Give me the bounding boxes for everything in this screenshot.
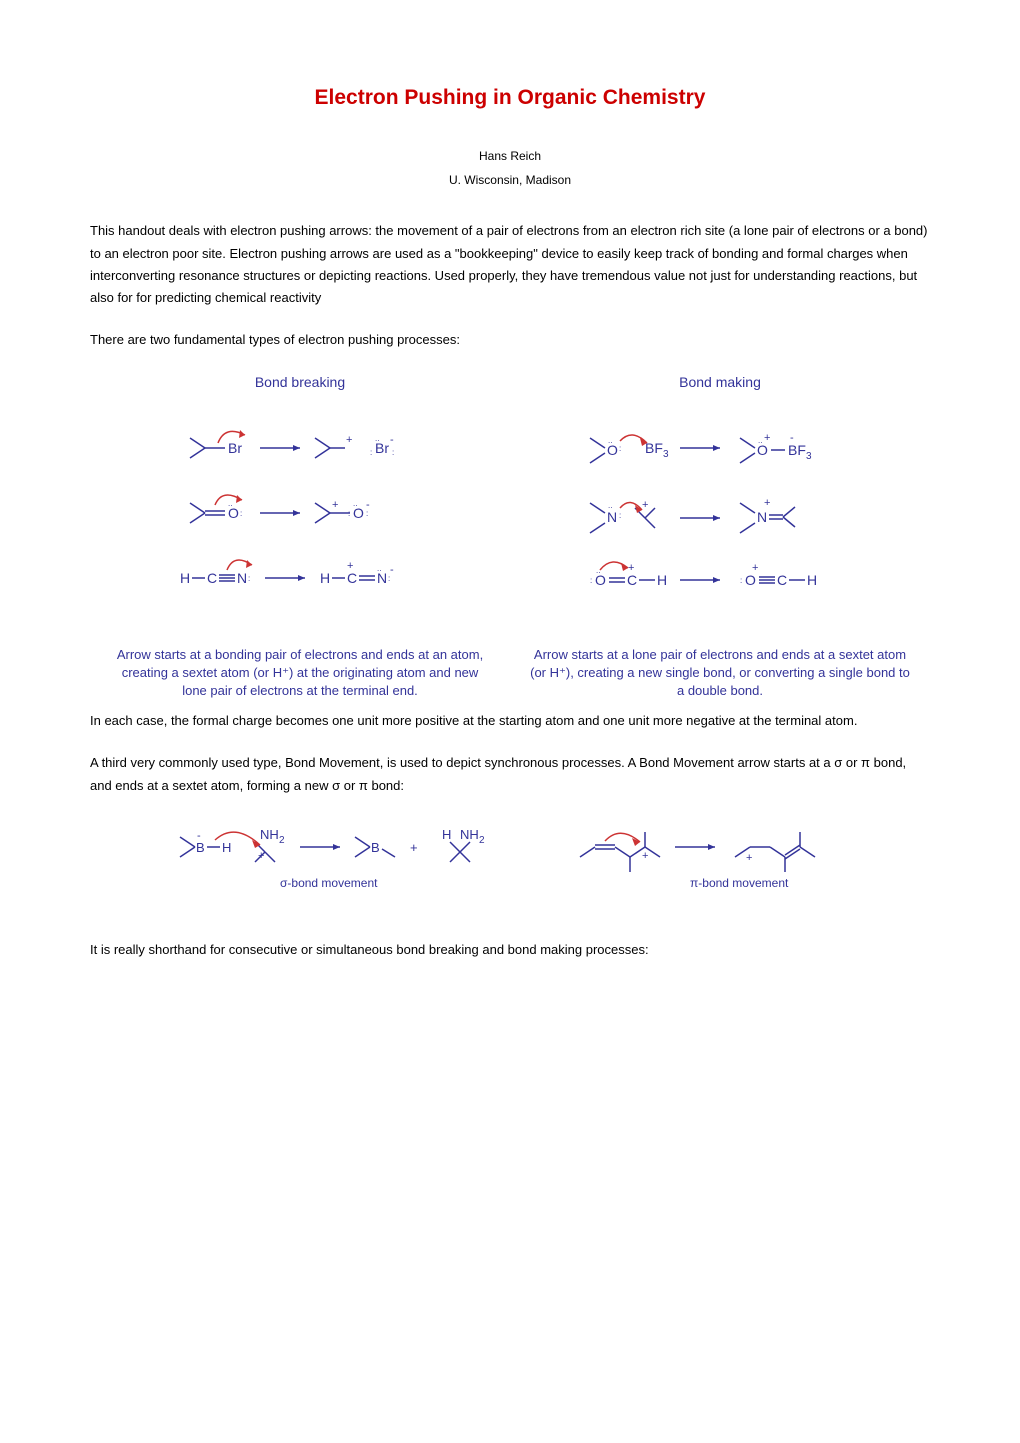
sigma-label: σ-bond movement <box>280 876 378 890</box>
svg-text:..: .. <box>608 501 612 510</box>
svg-text:+: + <box>752 562 758 574</box>
svg-text:H: H <box>320 570 330 586</box>
shorthand-paragraph: It is really shorthand for consecutive o… <box>90 939 930 961</box>
svg-text:NH: NH <box>260 827 279 842</box>
charge-paragraph: In each case, the formal charge becomes … <box>90 710 930 732</box>
svg-text:H: H <box>180 570 190 586</box>
svg-text:+: + <box>628 562 634 574</box>
bond-making-caption: Arrow starts at a lone pair of electrons… <box>510 646 930 701</box>
svg-text:C: C <box>777 572 787 588</box>
svg-text::: : <box>392 448 394 457</box>
svg-text:Br: Br <box>228 440 242 456</box>
svg-text:..: .. <box>353 499 357 508</box>
bond-diagrams-row: Bond breaking Br + Br .. - : : <box>90 371 930 700</box>
svg-text:2: 2 <box>479 835 485 846</box>
svg-text::: : <box>370 448 372 457</box>
bond-making-svg: O : .. BF 3 O .. + BF 3 - <box>560 413 880 623</box>
svg-text:+: + <box>332 499 338 511</box>
svg-text:B: B <box>196 840 205 855</box>
svg-text:C: C <box>627 572 637 588</box>
svg-text:O: O <box>745 572 756 588</box>
svg-text:+: + <box>410 840 418 855</box>
svg-text:..: .. <box>228 499 232 508</box>
svg-text::: : <box>248 574 250 583</box>
svg-text::: : <box>240 509 242 518</box>
svg-text::: : <box>590 576 592 585</box>
svg-text:N: N <box>607 509 617 525</box>
svg-text:B: B <box>371 840 380 855</box>
svg-text:-: - <box>197 830 201 842</box>
svg-text:..: .. <box>377 564 381 573</box>
svg-text:+: + <box>642 850 648 862</box>
bond-breaking-label: Bond breaking <box>90 371 510 395</box>
svg-text:C: C <box>207 570 217 586</box>
author-name: Hans Reich <box>90 146 930 166</box>
bond-breaking-svg: Br + Br .. - : : O <box>150 413 450 623</box>
bond-movement-svg: B - H NH 2 + B + H NH 2 σ-bon <box>160 817 860 917</box>
svg-text:..: .. <box>596 566 600 575</box>
svg-text:3: 3 <box>663 449 669 460</box>
svg-text:..: .. <box>758 436 762 445</box>
svg-text::: : <box>619 511 621 520</box>
page-title: Electron Pushing in Organic Chemistry <box>90 80 930 116</box>
svg-text:BF: BF <box>645 440 663 456</box>
bond-movement-intro: A third very commonly used type, Bond Mo… <box>90 752 930 796</box>
bond-making-column: Bond making O : .. BF 3 O .. + <box>510 371 930 700</box>
svg-text:N: N <box>757 509 767 525</box>
svg-text:3: 3 <box>806 451 812 462</box>
svg-text:..: .. <box>375 434 379 443</box>
svg-text:H: H <box>807 572 817 588</box>
svg-text:2: 2 <box>279 835 285 846</box>
svg-text:N: N <box>237 570 247 586</box>
svg-text::: : <box>348 509 350 518</box>
svg-text:H: H <box>657 572 667 588</box>
svg-text:+: + <box>764 432 770 444</box>
svg-text:+: + <box>764 497 770 509</box>
svg-text:NH: NH <box>460 827 479 842</box>
svg-text::: : <box>740 576 742 585</box>
svg-text:+: + <box>346 434 352 446</box>
affiliation: U. Wisconsin, Madison <box>90 170 930 190</box>
svg-text:-: - <box>390 434 394 446</box>
svg-text:-: - <box>790 432 794 444</box>
svg-text:+: + <box>347 560 353 572</box>
pi-label: π-bond movement <box>690 876 789 890</box>
bond-breaking-column: Bond breaking Br + Br .. - : : <box>90 371 510 700</box>
svg-text:+: + <box>642 499 648 511</box>
intro-paragraph: This handout deals with electron pushing… <box>90 220 930 308</box>
bond-making-label: Bond making <box>510 371 930 395</box>
svg-text:..: .. <box>608 436 612 445</box>
bond-breaking-caption: Arrow starts at a bonding pair of electr… <box>90 646 510 701</box>
svg-text:-: - <box>366 499 370 511</box>
bond-movement-diagram: B - H NH 2 + B + H NH 2 σ-bon <box>90 817 930 924</box>
svg-text:C: C <box>347 570 357 586</box>
svg-text:H: H <box>222 840 231 855</box>
svg-text:+: + <box>746 852 752 864</box>
svg-text::: : <box>619 444 621 453</box>
types-intro: There are two fundamental types of elect… <box>90 329 930 351</box>
svg-text:-: - <box>390 564 394 576</box>
svg-text:H: H <box>442 827 451 842</box>
svg-text:BF: BF <box>788 442 806 458</box>
